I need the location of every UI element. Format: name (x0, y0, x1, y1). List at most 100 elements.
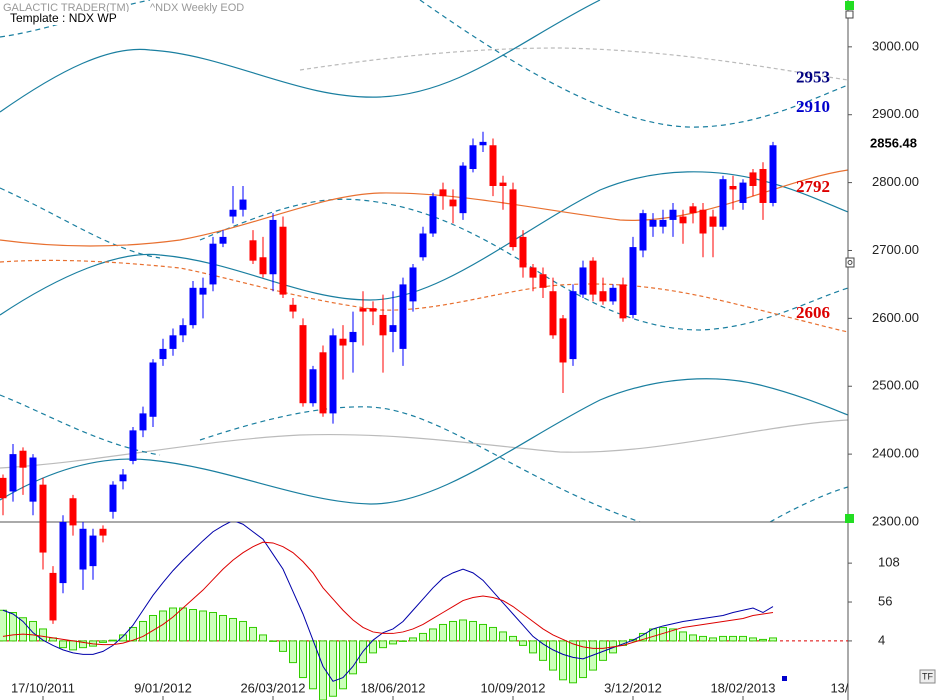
y-tick-label: 2300.00 (872, 513, 919, 528)
candle-body (149, 362, 157, 417)
candle-body (179, 325, 187, 336)
candle-body (319, 352, 327, 414)
x-axis: 17/10/2011 9/01/2012 26/03/2012 18/06/2012 1… (11, 680, 895, 700)
cycle (299, 47, 848, 81)
histogram-bar (409, 637, 417, 642)
cycle (0, 378, 848, 505)
x-tick-label: 18/06/2012 (360, 680, 425, 695)
histogram-bar (549, 640, 557, 671)
histogram-bar (119, 634, 127, 642)
marker (782, 676, 787, 681)
candle-body (119, 474, 127, 482)
histogram-bar (149, 614, 157, 642)
histogram-bar (569, 640, 577, 684)
annotation: 2606 (796, 303, 830, 322)
candle-body (619, 284, 627, 319)
candle-body (79, 528, 87, 570)
histogram-bar (679, 631, 687, 642)
histogram-bar (259, 634, 267, 642)
cycle (0, 187, 848, 331)
cycle (0, 0, 601, 113)
y2-tick-label: 4 (878, 632, 885, 647)
histogram-bar (69, 640, 77, 651)
candle-body (269, 219, 277, 275)
annotation: 2792 (796, 177, 830, 196)
candle-body (679, 216, 687, 224)
candle-body (399, 284, 407, 349)
candle-body (279, 226, 287, 295)
histogram-bar (729, 635, 737, 642)
candle-body (199, 287, 207, 295)
x-tick-label: 9/01/2012 (134, 680, 192, 695)
candle-body (169, 335, 177, 349)
tf-label: TF (922, 671, 933, 681)
y-tick-label: 2600.00 (872, 310, 919, 325)
icon (847, 260, 853, 265)
candle-body (189, 287, 197, 326)
histogram-bar (699, 635, 707, 642)
candle-body (299, 325, 307, 404)
handle[interactable] (845, 514, 854, 523)
candle-body (69, 498, 77, 526)
candle-body (39, 484, 47, 553)
candle-body (239, 199, 247, 210)
histogram-bar (299, 640, 307, 679)
marks: 2300.00 2400.00 2500.00 2600.00 2700.00 2800.… (0, 38, 919, 700)
y2-tick-label: 56 (878, 593, 892, 608)
histogram-bar (759, 638, 767, 642)
icon[interactable] (845, 257, 855, 268)
histogram-bar (419, 632, 427, 642)
candle-body (289, 304, 297, 312)
histogram-bar (29, 620, 37, 642)
cycle (0, 259, 848, 333)
histogram-bar (329, 640, 337, 697)
candle-body (749, 172, 757, 186)
template: Template : NDX WP (10, 11, 117, 25)
histogram-bar (269, 640, 277, 642)
x-tick-label: 13/05/2013 (830, 680, 895, 695)
candle-body (479, 141, 487, 146)
candle-body (109, 484, 117, 512)
candle-body (639, 213, 647, 251)
symbol: ^NDX Weekly EOD (150, 2, 244, 14)
histogram-bar (719, 635, 727, 642)
histogram-bar (429, 628, 437, 642)
histogram-bar (509, 635, 517, 642)
candle-body (509, 189, 517, 248)
histogram-bar (529, 640, 537, 654)
annotation: 2953 (796, 68, 830, 87)
cycle (0, 171, 848, 316)
annotation: 2910 (796, 97, 830, 116)
candle-body (379, 314, 387, 336)
histogram-bar (99, 640, 107, 643)
candle-body (659, 219, 667, 227)
candle-body (89, 535, 97, 567)
candle-body (329, 335, 337, 414)
candle-body (139, 413, 147, 431)
last-price: 2856.48 (870, 136, 917, 151)
candle-body (409, 267, 417, 302)
candle-body (699, 209, 707, 234)
candle-body (59, 522, 67, 584)
candle-body (539, 274, 547, 288)
histogram-bar (439, 623, 447, 642)
x-tick-label: 17/10/2011 (11, 680, 75, 695)
x-tick-label: 10/09/2012 (480, 680, 545, 695)
candle-body (159, 348, 167, 360)
candle-body (529, 267, 537, 278)
candle-body (469, 145, 477, 170)
histogram-bar (179, 607, 187, 642)
handle[interactable] (845, 1, 854, 10)
tf-button[interactable] (919, 669, 936, 684)
candle-body (649, 219, 657, 227)
histogram-bar (229, 617, 237, 642)
candle-body (349, 331, 357, 343)
candle-body (259, 257, 267, 275)
histogram-bar (769, 637, 777, 642)
cycle (0, 0, 848, 128)
template-bg (8, 12, 128, 25)
histogram-bar (749, 637, 757, 642)
histogram-bar (209, 611, 217, 642)
icon[interactable] (845, 10, 854, 19)
